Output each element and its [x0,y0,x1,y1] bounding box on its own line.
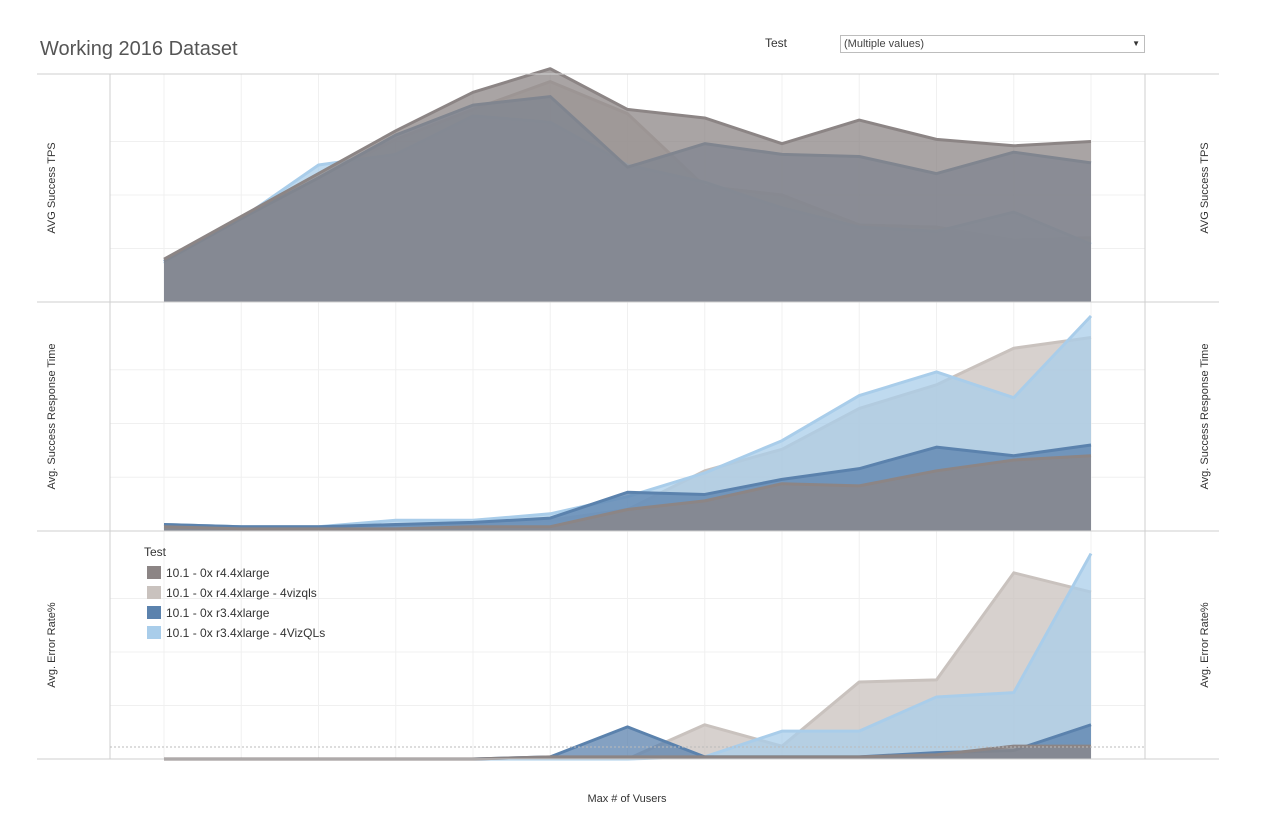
y-axis-title-right: Avg. Error Rate% [1199,602,1211,688]
legend-swatch[interactable] [147,566,161,579]
area-10-1-0x-r4-4xlarge [164,455,1091,531]
area-layer [163,67,1093,761]
frame-layer [37,73,1219,760]
legend-swatch[interactable] [147,626,161,639]
legend-entry[interactable]: 10.1 - 0x r3.4xlarge - 4VizQLs [166,626,325,640]
legend-title: Test [144,545,167,559]
line-10-1-0x-r4-4xlarge [163,67,1092,261]
area-10-1-0x-r3-4xlarge-4vizqls [164,553,1091,759]
y-axis-title-right: AVG Success TPS [1199,142,1211,233]
legend-swatch[interactable] [147,606,161,619]
line-10-1-0x-r3-4xlarge [163,443,1092,529]
area-10-1-0x-r4-4xlarge [164,68,1091,303]
y-axis-title-right: Avg. Success Response Time [1199,344,1211,490]
area-10-1-0x-r4-4xlarge-4vizqls [164,572,1091,759]
area-10-1-0x-r3-4xlarge [164,724,1091,759]
legend[interactable]: Test 10.1 - 0x r4.4xlarge 10.1 - 0x r4.4xl… [144,545,325,640]
chevron-down-icon[interactable]: ▼ [1132,39,1140,48]
test-filter-select[interactable]: (Multiple values) ▼ [840,35,1145,53]
y-axis-title-left: Avg. Success Response Time [46,344,58,490]
line-10-1-0x-r4-4xlarge [163,454,1092,531]
legend-entry[interactable]: 10.1 - 0x r4.4xlarge - 4vizqls [166,586,317,600]
area-10-1-0x-r4-4xlarge [164,746,1091,759]
page-title: Working 2016 Dataset [40,38,238,60]
x-axis-title: Max # of Vusers [587,793,667,805]
legend-entry[interactable]: 10.1 - 0x r3.4xlarge [166,606,270,620]
y-axis-title-left: Avg. Error Rate% [46,602,58,688]
test-filter-label: Test [765,36,788,50]
y-axis-title-left: AVG Success TPS [46,142,58,233]
test-filter-value: (Multiple values) [844,38,925,50]
legend-swatch[interactable] [147,586,161,599]
text-layer: AVG Success TPS AVG Success TPS Avg. Succe… [46,142,1211,805]
legend-entry[interactable]: 10.1 - 0x r4.4xlarge [166,566,270,580]
